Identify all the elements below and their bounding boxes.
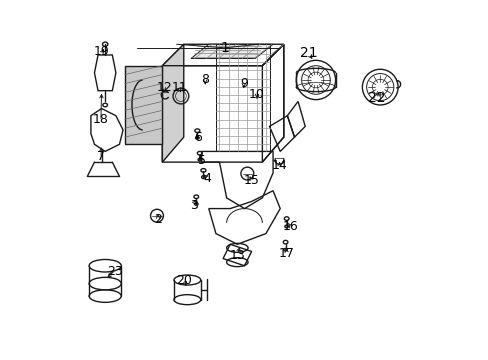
Text: 6: 6 bbox=[194, 131, 202, 144]
Polygon shape bbox=[124, 66, 162, 144]
Text: 11: 11 bbox=[171, 81, 187, 94]
Text: 18: 18 bbox=[93, 113, 109, 126]
Text: 17: 17 bbox=[278, 247, 294, 260]
Text: 8: 8 bbox=[201, 73, 209, 86]
Text: 20: 20 bbox=[176, 274, 191, 287]
Text: 21: 21 bbox=[299, 46, 317, 60]
Text: 19: 19 bbox=[94, 45, 109, 58]
Text: 7: 7 bbox=[97, 150, 105, 163]
Text: 5: 5 bbox=[197, 154, 205, 167]
Text: 2: 2 bbox=[154, 213, 162, 226]
Text: 4: 4 bbox=[203, 172, 210, 185]
Text: 16: 16 bbox=[282, 220, 298, 233]
Text: 1: 1 bbox=[220, 41, 229, 55]
Text: 23: 23 bbox=[107, 265, 123, 278]
Text: 22: 22 bbox=[367, 91, 385, 105]
Text: 9: 9 bbox=[239, 77, 247, 90]
Polygon shape bbox=[190, 44, 272, 59]
Text: 10: 10 bbox=[248, 88, 264, 101]
Text: 15: 15 bbox=[243, 174, 259, 186]
Text: 14: 14 bbox=[271, 159, 287, 172]
Text: 12: 12 bbox=[156, 81, 172, 94]
Text: 13: 13 bbox=[229, 248, 244, 261]
Text: 3: 3 bbox=[189, 198, 197, 212]
Polygon shape bbox=[162, 44, 183, 162]
